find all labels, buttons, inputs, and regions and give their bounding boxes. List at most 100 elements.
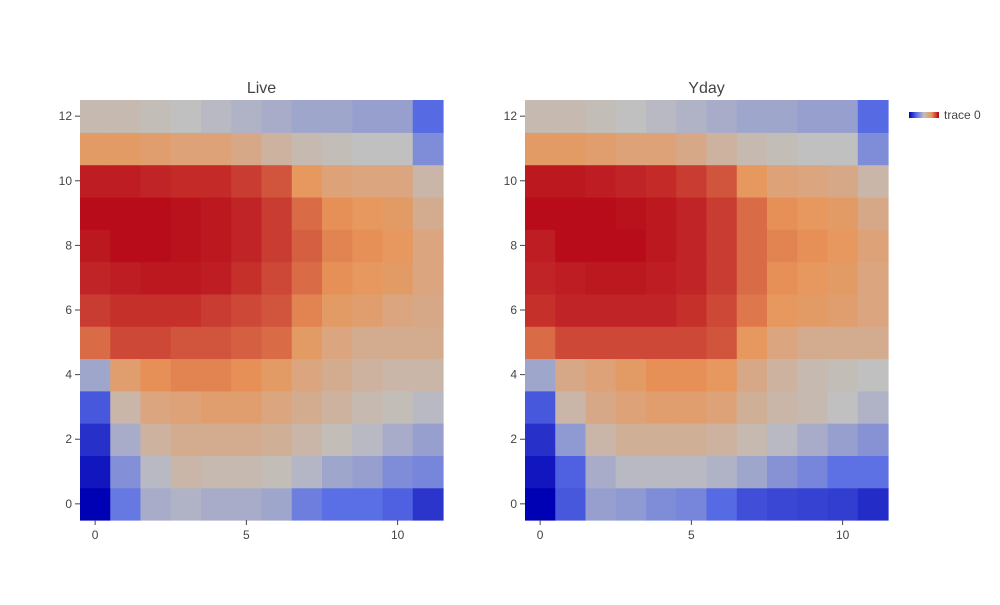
heatmap-cell xyxy=(352,293,384,327)
heatmap-cell xyxy=(827,326,859,360)
heatmap-cell xyxy=(170,423,202,456)
heatmap-cell xyxy=(291,423,323,456)
heatmap-cell xyxy=(291,229,323,263)
heatmap-cell xyxy=(555,358,587,392)
heatmap-cell xyxy=(646,100,677,133)
heatmap-cell xyxy=(261,132,293,166)
heatmap-cell xyxy=(201,358,232,392)
heatmap-cell xyxy=(585,164,617,198)
heatmap-cell xyxy=(736,100,768,133)
heatmap-cell xyxy=(736,423,768,456)
heatmap-cell xyxy=(615,390,647,424)
heatmap-cell xyxy=(291,196,323,230)
heatmap-cell xyxy=(827,100,859,133)
heatmap-cell xyxy=(201,164,232,198)
y-tick-label: 12 xyxy=(504,109,518,123)
heatmap-cell xyxy=(827,229,859,263)
heatmap-cell xyxy=(412,455,444,489)
heatmap-cell xyxy=(857,229,889,263)
heatmap-cell xyxy=(201,390,232,424)
y-tick-label: 0 xyxy=(65,497,72,511)
heatmap-cell xyxy=(706,132,738,166)
heatmap-cell xyxy=(140,455,172,489)
heatmap-cell xyxy=(352,326,384,360)
heatmap-cell xyxy=(827,487,859,521)
heatmap-cell xyxy=(291,326,323,360)
heatmap-cell xyxy=(231,100,263,133)
heatmap-cell xyxy=(140,261,172,295)
x-tick-label: 10 xyxy=(836,528,850,542)
heatmap-cell xyxy=(615,455,647,489)
chart-title: Yday xyxy=(688,80,724,97)
heatmap-panel-yday: Yday 0 2 4 6 8 10 12 0 5 10 xyxy=(504,80,889,542)
heatmap-cell xyxy=(291,390,323,424)
heatmap-cell xyxy=(352,390,384,424)
heatmap-cell xyxy=(797,196,829,230)
heatmap-cell xyxy=(201,487,232,521)
heatmap-cell xyxy=(382,100,414,133)
heatmap-cell xyxy=(412,261,444,295)
heatmap-cell xyxy=(382,455,414,489)
heatmap-cell xyxy=(382,229,414,263)
heatmap-cell xyxy=(231,196,263,230)
heatmap-cell xyxy=(676,423,708,456)
heatmap-cell xyxy=(736,487,768,521)
heatmap-cell xyxy=(140,293,172,327)
heatmap-cell xyxy=(797,487,829,521)
heatmap-cell xyxy=(140,196,172,230)
heatmap-cell xyxy=(201,132,232,166)
heatmap-cell xyxy=(201,229,232,263)
heatmap-cell xyxy=(412,326,444,360)
heatmap-cell xyxy=(170,326,202,360)
legend[interactable]: trace 0 xyxy=(909,108,981,122)
heatmap-cell xyxy=(585,326,617,360)
heatmap-cell xyxy=(706,487,738,521)
heatmap-cell xyxy=(706,390,738,424)
heatmap-cell xyxy=(706,100,738,133)
y-tick-label: 10 xyxy=(59,174,73,188)
heatmap-cell xyxy=(80,390,111,424)
heatmap-cell xyxy=(525,293,556,327)
heatmap-cell xyxy=(646,326,677,360)
heatmap-cell xyxy=(170,487,202,521)
y-tick-label: 6 xyxy=(510,303,517,317)
heatmap-cell xyxy=(646,229,677,263)
heatmap-cell xyxy=(827,261,859,295)
heatmap-cell xyxy=(322,100,353,133)
heatmap-cell xyxy=(261,164,293,198)
heatmap-cell xyxy=(736,455,768,489)
heatmap-cell xyxy=(352,455,384,489)
heatmap-cell xyxy=(615,261,647,295)
heatmap-cell xyxy=(110,100,142,133)
heatmap-cell xyxy=(676,326,708,360)
heatmap-cell xyxy=(110,229,142,263)
heatmap-cell xyxy=(140,132,172,166)
heatmap-cell xyxy=(827,164,859,198)
heatmap-cell xyxy=(857,326,889,360)
heatmap-cell xyxy=(231,164,263,198)
heatmap-cell xyxy=(827,423,859,456)
heatmap-cell xyxy=(706,229,738,263)
heatmap-cell xyxy=(80,293,111,327)
heatmap-cell xyxy=(615,229,647,263)
heatmap-cell xyxy=(585,100,617,133)
heatmap-cell xyxy=(322,326,353,360)
heatmap-cell xyxy=(140,423,172,456)
heatmap-cell xyxy=(352,487,384,521)
heatmap-cell xyxy=(767,390,798,424)
heatmap-cell xyxy=(525,261,556,295)
heatmap-cell xyxy=(352,196,384,230)
heatmap-cell xyxy=(646,164,677,198)
heatmap-cell xyxy=(797,358,829,392)
heatmap-cell xyxy=(646,358,677,392)
heatmap-cell xyxy=(615,132,647,166)
heatmap-cell xyxy=(412,390,444,424)
heatmap-cell xyxy=(261,390,293,424)
heatmap-cell xyxy=(352,423,384,456)
heatmap-cell xyxy=(706,293,738,327)
heatmap-cell xyxy=(291,164,323,198)
heatmap-cell xyxy=(736,132,768,166)
heatmap-cell xyxy=(110,196,142,230)
heatmap-cell xyxy=(676,390,708,424)
heatmap-cell xyxy=(80,132,111,166)
